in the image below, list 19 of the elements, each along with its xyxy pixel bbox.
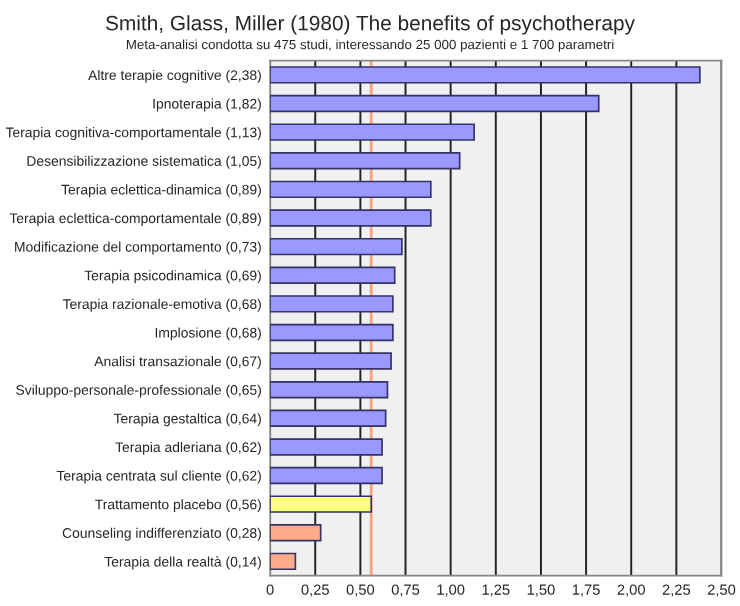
- bar: [270, 409, 387, 428]
- bar: [270, 352, 392, 370]
- bar: [270, 524, 322, 542]
- bar: [270, 295, 394, 313]
- bar: [270, 323, 394, 342]
- bar: [270, 66, 701, 84]
- bar: [270, 94, 600, 113]
- bar: [270, 237, 403, 256]
- bar: [270, 123, 475, 141]
- bar: [270, 180, 432, 199]
- bar: [270, 552, 297, 571]
- bar: [270, 266, 396, 284]
- bar: [270, 152, 461, 170]
- bar: [270, 466, 383, 485]
- bar: [270, 209, 432, 227]
- bar: [270, 495, 373, 513]
- bar: [270, 438, 383, 456]
- bar: [270, 380, 389, 399]
- chart-title: Smith, Glass, Miller (1980) The benefits of psychotherapy: [105, 15, 635, 35]
